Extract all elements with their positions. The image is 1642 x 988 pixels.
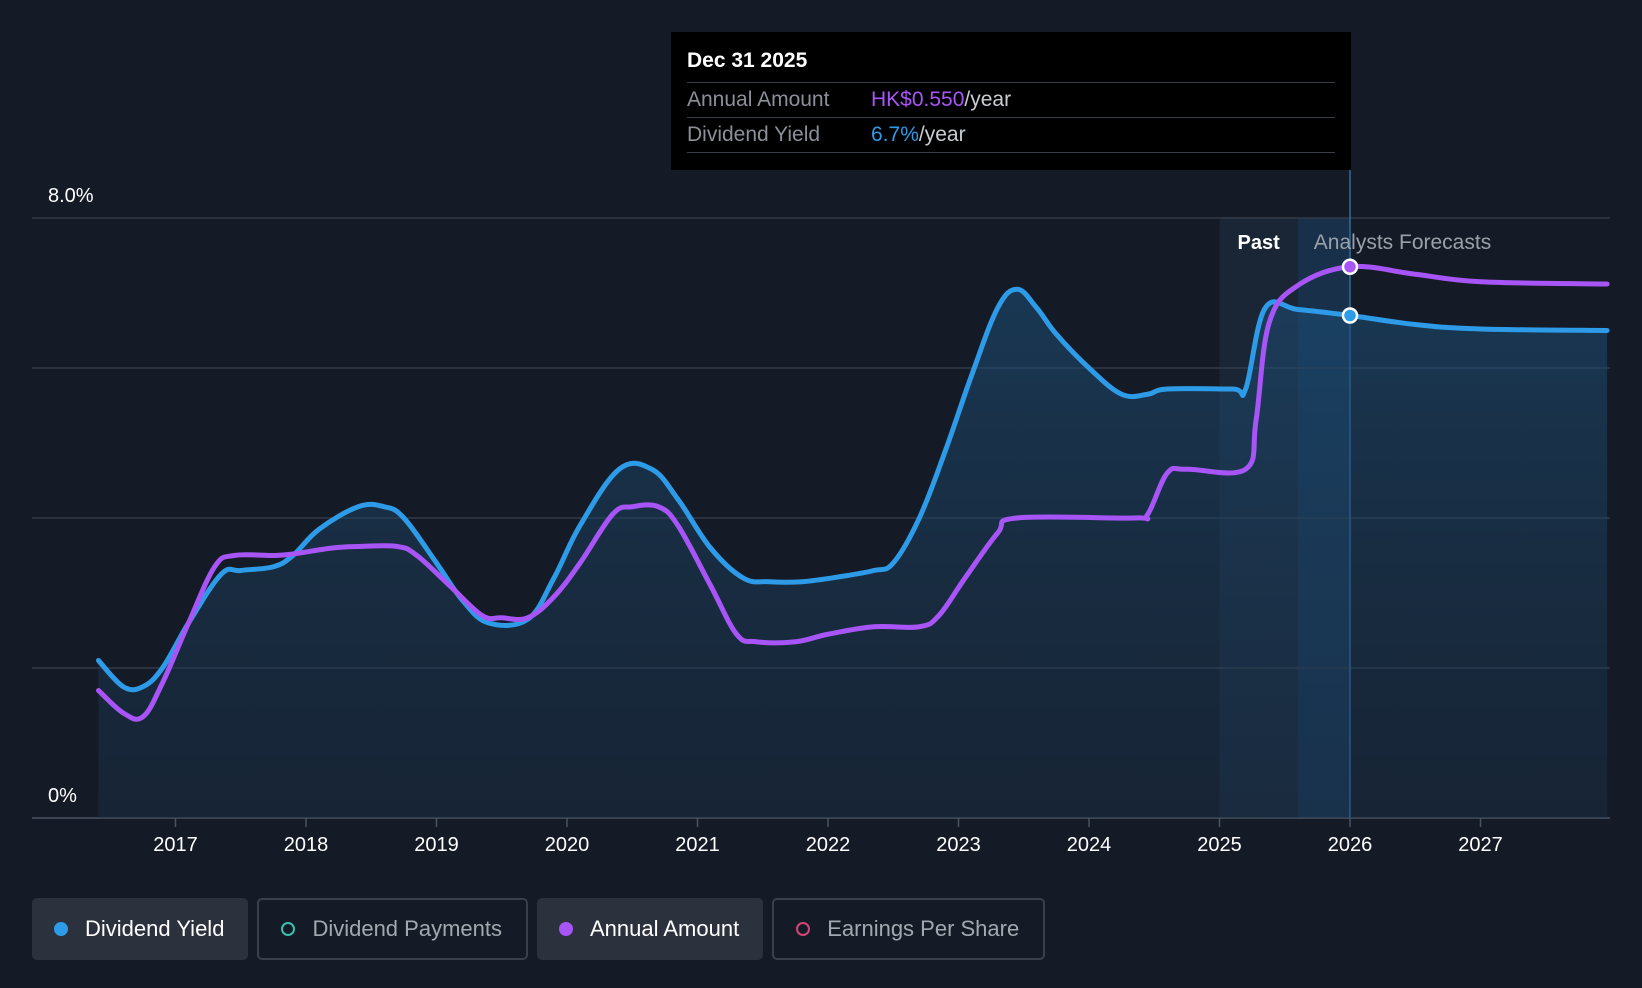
x-axis-label: 2019 [414,834,459,856]
legend-dividend-yield[interactable]: Dividend Yield [32,898,249,960]
x-axis-label: 2025 [1197,834,1242,856]
tooltip-row-dividend-yield: Dividend Yield 6.7% /year [687,118,1335,153]
x-axis-label: 2020 [545,834,590,856]
annual-amount-line [96,263,1610,722]
past-label: Past [1238,232,1281,254]
legend-dot-icon [54,922,68,936]
legend-ring-icon [281,922,296,936]
x-axis-label: 2026 [1328,834,1373,856]
legend-label: Annual Amount [589,916,740,941]
y-axis-label: 8.0% [48,185,94,207]
tooltip-unit: /year [918,123,966,146]
legend-earnings-per-share[interactable]: Earnings Per Share [772,898,1046,960]
legend-dot-icon [558,922,573,936]
legend-label: Dividend Payments [312,916,502,941]
legend-annual-amount[interactable]: Annual Amount [536,898,764,960]
legend: Dividend Yield Dividend Payments Annual … [32,898,1046,960]
tooltip-key: Annual Amount [687,88,830,111]
x-axis-label: 2017 [153,834,198,856]
x-axis-label: 2021 [675,834,720,856]
dividend-yield-area [98,289,1608,818]
x-axis-label: 2022 [806,834,851,856]
tooltip-value: 6.7% [871,123,919,146]
dividend-yield-marker[interactable] [1341,307,1359,324]
legend-ring-icon [796,922,811,936]
legend-dividend-payments[interactable]: Dividend Payments [257,898,528,960]
legend-label: Dividend Yield [85,916,225,941]
x-axis-label: 2023 [936,834,981,856]
x-axis-label: 2018 [284,834,329,856]
tooltip-row-annual-amount: Annual Amount HK$0.550 /year [687,83,1335,118]
tooltip-date: Dec 31 2025 [687,46,1335,83]
x-axis-label: 2027 [1458,834,1503,856]
tooltip-unit: /year [964,88,1012,111]
y-axis-label: 0% [48,785,77,807]
annual-amount-marker[interactable] [1341,258,1359,275]
legend-label: Earnings Per Share [827,916,1020,941]
tooltip-value: HK$0.550 [871,88,965,111]
tooltip-key: Dividend Yield [687,123,821,146]
tooltip: Dec 31 2025 Annual Amount HK$0.550 /year… [671,32,1351,170]
forecast-label: Analysts Forecasts [1314,231,1491,254]
x-axis-label: 2024 [1067,834,1112,856]
